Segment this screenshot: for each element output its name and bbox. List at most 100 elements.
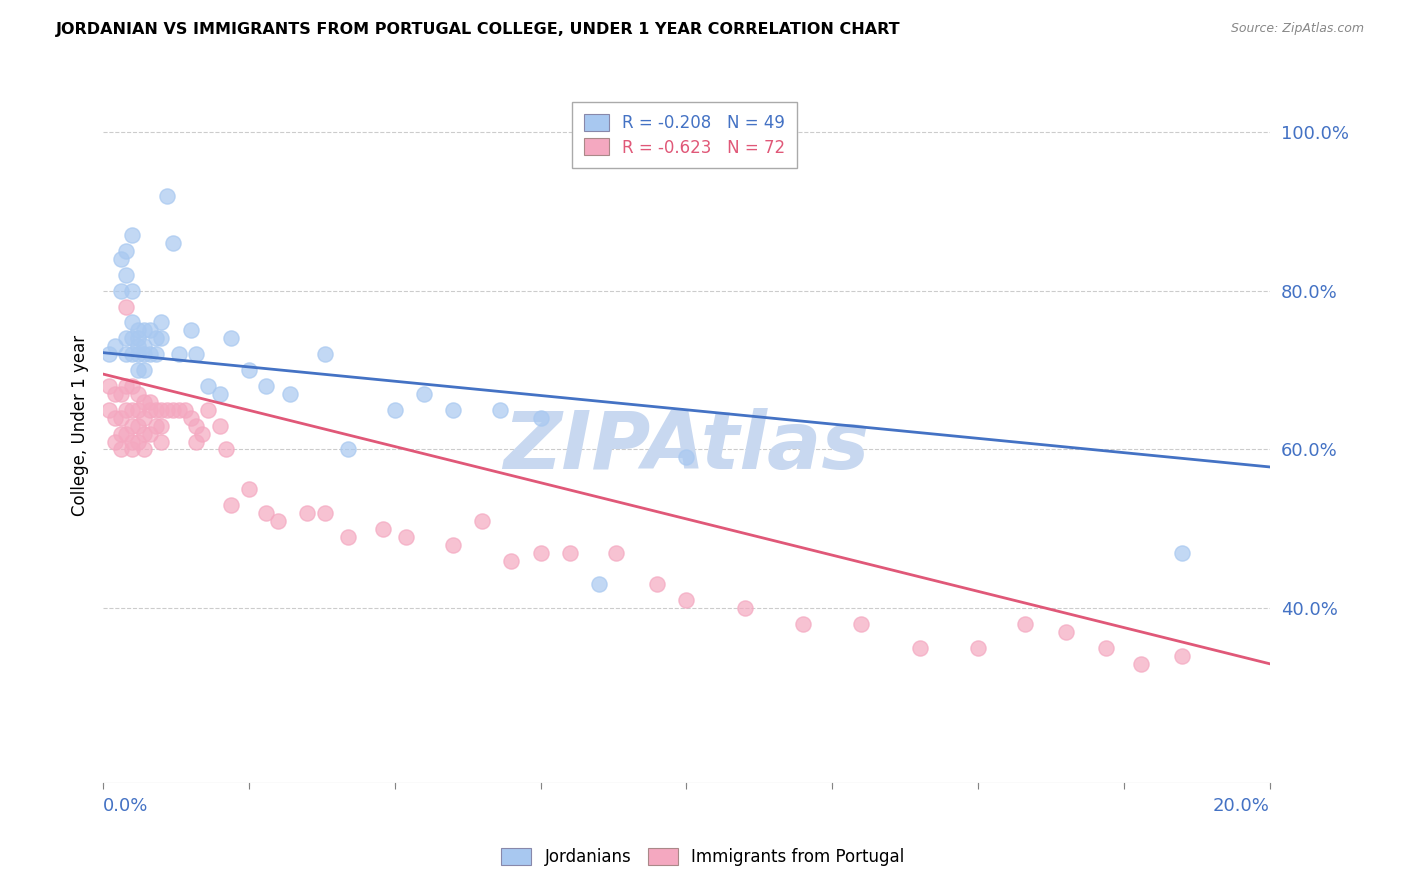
Point: [110, 442, 132, 457]
Point: [127, 418, 149, 433]
Point: [162, 236, 184, 251]
Point: [191, 426, 214, 441]
Point: [121, 331, 143, 345]
Point: [104, 339, 127, 353]
Point: [197, 379, 219, 393]
Point: [441, 402, 464, 417]
Point: [127, 434, 149, 449]
Point: [337, 442, 360, 457]
Point: [851, 617, 873, 632]
Point: [908, 640, 931, 655]
Point: [371, 522, 394, 536]
Point: [314, 506, 336, 520]
Text: 0.0%: 0.0%: [103, 797, 149, 815]
Point: [167, 347, 190, 361]
Point: [150, 418, 173, 433]
Point: [145, 418, 167, 433]
Point: [127, 402, 149, 417]
Point: [238, 482, 260, 496]
Legend: Jordanians, Immigrants from Portugal: Jordanians, Immigrants from Portugal: [494, 840, 912, 875]
Point: [256, 506, 278, 520]
Point: [115, 402, 138, 417]
Point: [208, 387, 231, 401]
Point: [121, 284, 143, 298]
Point: [501, 553, 523, 567]
Point: [127, 363, 149, 377]
Point: [588, 577, 610, 591]
Point: [734, 601, 756, 615]
Point: [110, 410, 132, 425]
Point: [529, 410, 551, 425]
Point: [208, 418, 231, 433]
Point: [150, 434, 173, 449]
Point: [139, 426, 162, 441]
Point: [121, 434, 143, 449]
Point: [221, 331, 243, 345]
Point: [127, 331, 149, 345]
Point: [121, 418, 143, 433]
Point: [186, 418, 208, 433]
Point: [127, 323, 149, 337]
Point: [115, 347, 138, 361]
Point: [488, 402, 510, 417]
Point: [104, 434, 127, 449]
Point: [139, 347, 162, 361]
Point: [180, 323, 202, 337]
Point: [97, 347, 120, 361]
Point: [121, 347, 143, 361]
Point: [1171, 546, 1194, 560]
Point: [115, 379, 138, 393]
Point: [97, 402, 120, 417]
Point: [558, 546, 581, 560]
Point: [529, 546, 551, 560]
Point: [139, 323, 162, 337]
Point: [104, 387, 127, 401]
Point: [1171, 648, 1194, 663]
Point: [675, 450, 697, 465]
Point: [139, 402, 162, 417]
Point: [115, 331, 138, 345]
Point: [150, 316, 173, 330]
Point: [110, 426, 132, 441]
Point: [395, 530, 418, 544]
Point: [384, 402, 406, 417]
Point: [150, 331, 173, 345]
Point: [132, 426, 155, 441]
Point: [115, 300, 138, 314]
Point: [167, 402, 190, 417]
Legend: R = -0.208   N = 49, R = -0.623   N = 72: R = -0.208 N = 49, R = -0.623 N = 72: [572, 102, 797, 169]
Point: [197, 402, 219, 417]
Text: 20.0%: 20.0%: [1213, 797, 1270, 815]
Point: [121, 402, 143, 417]
Point: [180, 410, 202, 425]
Point: [127, 347, 149, 361]
Point: [267, 514, 290, 528]
Point: [145, 402, 167, 417]
Point: [337, 530, 360, 544]
Point: [132, 410, 155, 425]
Point: [967, 640, 990, 655]
Point: [110, 387, 132, 401]
Point: [132, 363, 155, 377]
Point: [132, 323, 155, 337]
Point: [186, 434, 208, 449]
Point: [1014, 617, 1036, 632]
Point: [127, 339, 149, 353]
Point: [1095, 640, 1118, 655]
Point: [132, 395, 155, 409]
Point: [1054, 625, 1077, 640]
Point: [145, 347, 167, 361]
Point: [104, 410, 127, 425]
Text: ZIPAtlas: ZIPAtlas: [503, 409, 869, 486]
Point: [132, 442, 155, 457]
Point: [127, 387, 149, 401]
Point: [792, 617, 814, 632]
Point: [156, 188, 179, 202]
Text: JORDANIAN VS IMMIGRANTS FROM PORTUGAL COLLEGE, UNDER 1 YEAR CORRELATION CHART: JORDANIAN VS IMMIGRANTS FROM PORTUGAL CO…: [56, 22, 901, 37]
Text: Source: ZipAtlas.com: Source: ZipAtlas.com: [1230, 22, 1364, 36]
Point: [150, 402, 173, 417]
Point: [186, 347, 208, 361]
Point: [256, 379, 278, 393]
Point: [605, 546, 627, 560]
Point: [471, 514, 494, 528]
